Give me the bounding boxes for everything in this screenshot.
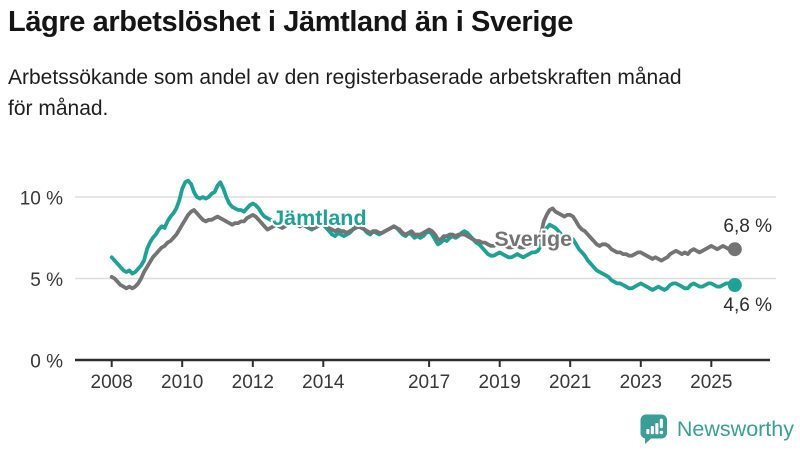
series-label-sverige: Sverige: [494, 227, 572, 251]
x-tick-label: 2012: [232, 372, 274, 393]
series-label-jamtland: Jämtland: [272, 206, 366, 230]
series-end-label-jamtland: 4,6 %: [723, 295, 772, 316]
newsworthy-logo: Newsworthy: [640, 414, 794, 444]
chart-title: Lägre arbetslöshet i Jämtland än i Sveri…: [8, 6, 574, 38]
x-tick-label: 2008: [91, 372, 133, 393]
x-tick-label: 2023: [620, 372, 662, 393]
x-tick-label: 2017: [408, 372, 450, 393]
x-tick-label: 2021: [549, 372, 591, 393]
newsworthy-chart-bubble-icon: [640, 414, 667, 444]
x-tick-label: 2014: [302, 372, 345, 393]
series-line-sverige: [109, 206, 737, 291]
x-tick-label: 2019: [479, 372, 521, 393]
y-tick-label: 0 %: [30, 352, 63, 373]
x-tick-label: 2010: [161, 372, 203, 393]
y-tick-label: 10 %: [20, 189, 63, 210]
series-end-dot-sverige: [727, 242, 742, 257]
series-end-dot-jamtland: [727, 278, 742, 292]
series-line-jamtland: [109, 178, 737, 292]
newsworthy-logo-text: Newsworthy: [676, 416, 794, 441]
y-tick-label: 5 %: [30, 270, 63, 291]
x-tick-label: 2025: [690, 372, 732, 393]
chart-subtitle: Arbetssökande som andel av den registerb…: [8, 66, 682, 120]
series-end-label-sverige: 6,8 %: [723, 216, 772, 237]
